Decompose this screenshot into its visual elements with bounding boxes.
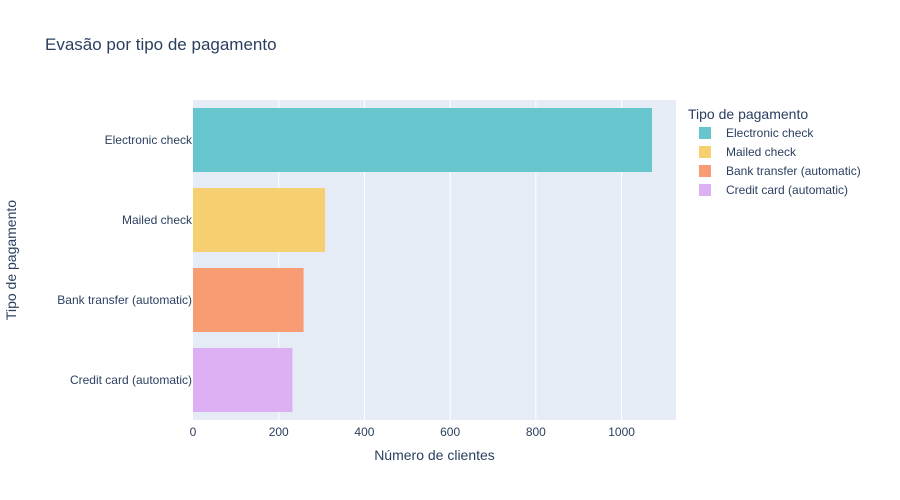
x-tick-label: 200 <box>269 425 289 439</box>
legend-swatch <box>699 165 711 177</box>
legend-entry: Mailed check <box>726 145 797 159</box>
y-tick-label: Electronic check <box>105 133 193 147</box>
bar <box>193 108 652 172</box>
bar <box>193 268 304 332</box>
bars <box>193 108 652 412</box>
y-tick-label: Bank transfer (automatic) <box>57 293 192 307</box>
x-tick-labels: 0 200 400 600 800 1000 <box>190 425 636 439</box>
x-tick-label: 600 <box>440 425 460 439</box>
legend-swatch <box>699 127 711 139</box>
legend-title: Tipo de pagamento <box>688 106 808 122</box>
y-tick-label: Mailed check <box>122 213 193 227</box>
legend-swatch <box>699 184 711 196</box>
legend-entry: Credit card (automatic) <box>726 183 848 197</box>
bar <box>193 188 325 252</box>
chart-title: Evasão por tipo de pagamento <box>45 35 277 54</box>
legend: Tipo de pagamento Electronic check Mailed… <box>688 106 861 197</box>
y-tick-labels: Electronic check Mailed check Bank transfe… <box>57 133 193 387</box>
bar <box>193 348 293 412</box>
legend-entry: Electronic check <box>726 126 814 140</box>
x-tick-label: 0 <box>190 425 197 439</box>
x-tick-label: 1000 <box>608 425 635 439</box>
legend-entry: Bank transfer (automatic) <box>726 164 861 178</box>
y-axis-title: Tipo de pagamento <box>3 200 19 320</box>
x-tick-label: 800 <box>526 425 546 439</box>
x-tick-label: 400 <box>354 425 374 439</box>
y-tick-label: Credit card (automatic) <box>70 373 192 387</box>
legend-swatch <box>699 146 711 158</box>
x-axis-title: Número de clientes <box>374 447 495 463</box>
